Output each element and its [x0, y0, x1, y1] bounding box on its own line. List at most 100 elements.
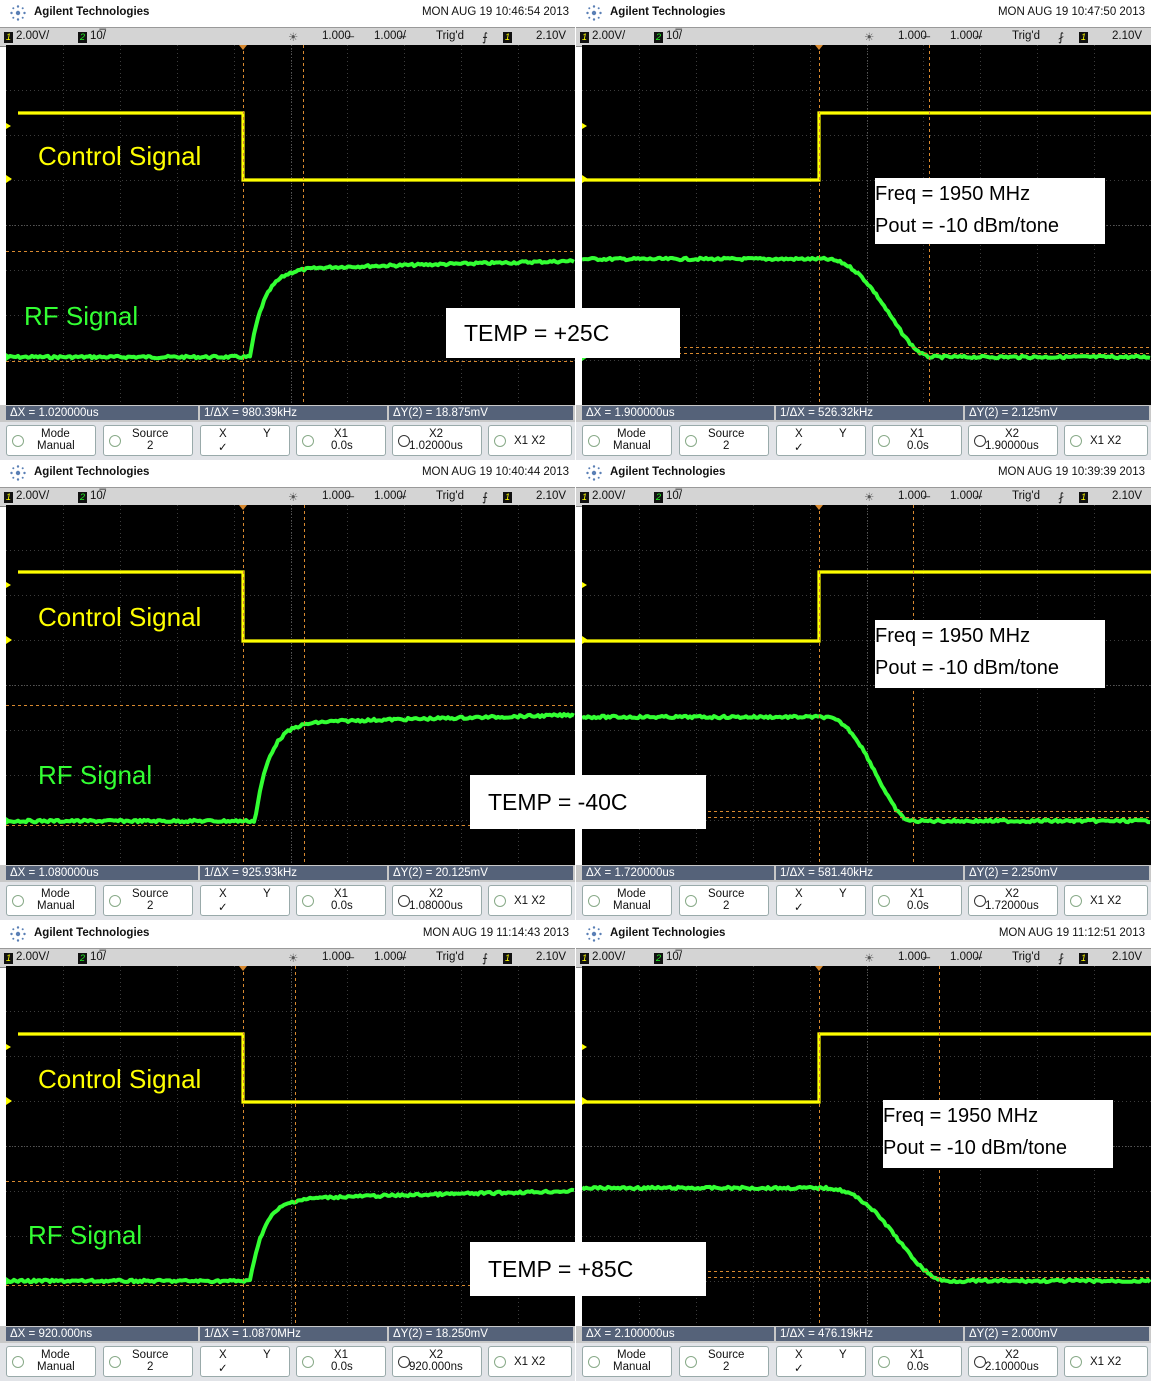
softkey-bar: Mode Manual Source 2 X Y ✓ X1 0.0s X2	[576, 882, 1151, 920]
x1x2-softkey[interactable]: X1 X2	[488, 1346, 572, 1377]
ch1-waveform	[582, 111, 1151, 182]
mode-softkey[interactable]: Mode Manual	[6, 885, 96, 916]
time-scale[interactable]: 1.000̶/	[374, 30, 406, 42]
ch1-ground-marker-icon	[6, 1044, 11, 1050]
trigger-source[interactable]: 1	[1079, 490, 1091, 503]
ch2-scale[interactable]: 2 10̅/	[654, 951, 682, 964]
source-softkey[interactable]: Source 2	[103, 1346, 193, 1377]
ch2-scale[interactable]: 2 10̅/	[654, 490, 682, 503]
x2-softkey[interactable]: X2 920.000ns	[392, 1346, 482, 1377]
ch1-ground-marker-icon	[6, 123, 11, 129]
x1x2-softkey[interactable]: X1 X2	[488, 885, 572, 916]
trigger-level[interactable]: 2.10V	[536, 30, 567, 42]
time-scale[interactable]: 1.000̶/	[374, 490, 406, 502]
ch1-scale[interactable]: 1 2.00V/	[4, 490, 50, 503]
rotate-icon	[1070, 895, 1082, 907]
x1-softkey[interactable]: X1 0.0s	[872, 425, 962, 456]
xy-softkey[interactable]: X Y ✓	[200, 885, 290, 916]
mode-softkey[interactable]: Mode Manual	[582, 1346, 672, 1377]
trigger-level[interactable]: 2.10V	[1112, 30, 1143, 42]
x2-value: 920.000ns	[409, 1361, 463, 1373]
mode-softkey[interactable]: Mode Manual	[582, 885, 672, 916]
trigger-source[interactable]: 1	[503, 490, 515, 503]
rotate-icon	[685, 435, 697, 447]
rotate-icon	[109, 435, 121, 447]
xy-softkey[interactable]: X Y ✓	[200, 1346, 290, 1377]
mode-softkey[interactable]: Mode Manual	[6, 425, 96, 456]
time-delay[interactable]: 1.000̶	[898, 30, 927, 42]
trigger-source[interactable]: 1	[1079, 951, 1091, 964]
trigger-level-marker-icon	[6, 175, 12, 183]
trigger-source[interactable]: 1	[503, 30, 515, 43]
ch2-scale[interactable]: 2 10̅/	[654, 30, 682, 43]
x2-softkey[interactable]: X2 1.02000us	[392, 425, 482, 456]
ch1-scale[interactable]: 1 2.00V/	[580, 30, 626, 43]
x2-value: 2.10000us	[985, 1361, 1039, 1373]
time-scale[interactable]: 1.000̶/	[950, 30, 982, 42]
mode-softkey[interactable]: Mode Manual	[582, 425, 672, 456]
xy-softkey[interactable]: X Y ✓	[200, 425, 290, 456]
x1-softkey[interactable]: X1 0.0s	[296, 425, 386, 456]
source-softkey[interactable]: Source 2	[103, 885, 193, 916]
delay-icon: ☀	[288, 953, 299, 965]
delta-y-readout: ΔY(2) = 2.250mV	[965, 866, 1149, 880]
trigger-level[interactable]: 2.10V	[536, 951, 567, 963]
rotate-icon	[302, 895, 314, 907]
x2-softkey[interactable]: X2 1.72000us	[968, 885, 1058, 916]
x1-softkey[interactable]: X1 0.0s	[872, 1346, 962, 1377]
ch2-scale[interactable]: 2 10̅/	[78, 951, 106, 964]
mode-softkey[interactable]: Mode Manual	[6, 1346, 96, 1377]
trigger-source[interactable]: 1	[503, 951, 515, 964]
status-bar: 1 2.00V/ 2 10̅/ ☀ 1.000̶ 1.000̶/ Trig'd ⨏ …	[576, 948, 1151, 968]
x2-softkey[interactable]: X2 1.90000us	[968, 425, 1058, 456]
timestamp: MON AUG 19 10:40:44 2013	[421, 466, 569, 478]
x1-softkey[interactable]: X1 0.0s	[296, 1346, 386, 1377]
x1x2-softkey[interactable]: X1 X2	[1064, 425, 1148, 456]
ch2-waveform	[6, 712, 575, 825]
ch1-scale[interactable]: 1 2.00V/	[4, 30, 50, 43]
rotate-icon	[12, 895, 24, 907]
softkey-bar: Mode Manual Source 2 X Y ✓ X1 0.0s X2	[0, 1343, 575, 1381]
source-softkey[interactable]: Source 2	[679, 425, 769, 456]
time-delay[interactable]: 1.000̶	[322, 951, 351, 963]
trigger-level[interactable]: 2.10V	[536, 490, 567, 502]
delta-x-readout: ΔX = 2.100000us	[582, 1327, 774, 1341]
x1x2-softkey[interactable]: X1 X2	[488, 425, 572, 456]
time-delay[interactable]: 1.000̶	[898, 951, 927, 963]
source-softkey[interactable]: Source 2	[679, 885, 769, 916]
trigger-level-marker-icon	[582, 1097, 588, 1105]
x1x2-softkey[interactable]: X1 X2	[1064, 885, 1148, 916]
trigger-level[interactable]: 2.10V	[1112, 490, 1143, 502]
rotate-icon	[12, 435, 24, 447]
ch1-scale[interactable]: 1 2.00V/	[580, 490, 626, 503]
waveform-display[interactable]	[6, 45, 575, 405]
time-scale[interactable]: 1.000̶/	[950, 951, 982, 963]
time-scale[interactable]: 1.000̶/	[374, 951, 406, 963]
waveform-display[interactable]	[6, 505, 575, 865]
x2-softkey[interactable]: X2 2.10000us	[968, 1346, 1058, 1377]
xy-softkey[interactable]: X Y ✓	[776, 885, 866, 916]
measurement-bar: ΔX = 1.020000us 1/ΔX = 980.39kHz ΔY(2) =…	[0, 405, 575, 422]
time-delay[interactable]: 1.000̶	[322, 490, 351, 502]
ch1-scale[interactable]: 1 2.00V/	[4, 951, 50, 964]
x1x2-softkey[interactable]: X1 X2	[1064, 1346, 1148, 1377]
time-delay[interactable]: 1.000̶	[898, 490, 927, 502]
xy-softkey[interactable]: X Y ✓	[776, 425, 866, 456]
xy-softkey[interactable]: X Y ✓	[776, 1346, 866, 1377]
time-delay[interactable]: 1.000̶	[322, 30, 351, 42]
ch2-scale[interactable]: 2 10̅/	[78, 490, 106, 503]
source-softkey[interactable]: Source 2	[103, 425, 193, 456]
x2-softkey[interactable]: X2 1.08000us	[392, 885, 482, 916]
frequency-label: Freq = 1950 MHz	[883, 1105, 1039, 1127]
x1-softkey[interactable]: X1 0.0s	[296, 885, 386, 916]
trigger-source[interactable]: 1	[1079, 30, 1091, 43]
source-softkey[interactable]: Source 2	[679, 1346, 769, 1377]
time-scale[interactable]: 1.000̶/	[950, 490, 982, 502]
ch1-scale[interactable]: 1 2.00V/	[580, 951, 626, 964]
trigger-level[interactable]: 2.10V	[1112, 951, 1143, 963]
ch2-scale[interactable]: 2 10̅/	[78, 30, 106, 43]
test-conditions-box: Freq = 1950 MHz Pout = -10 dBm/tone	[875, 178, 1105, 244]
x1-softkey[interactable]: X1 0.0s	[872, 885, 962, 916]
control-signal-label: Control Signal	[38, 602, 202, 632]
trigger-position-icon	[815, 45, 823, 50]
